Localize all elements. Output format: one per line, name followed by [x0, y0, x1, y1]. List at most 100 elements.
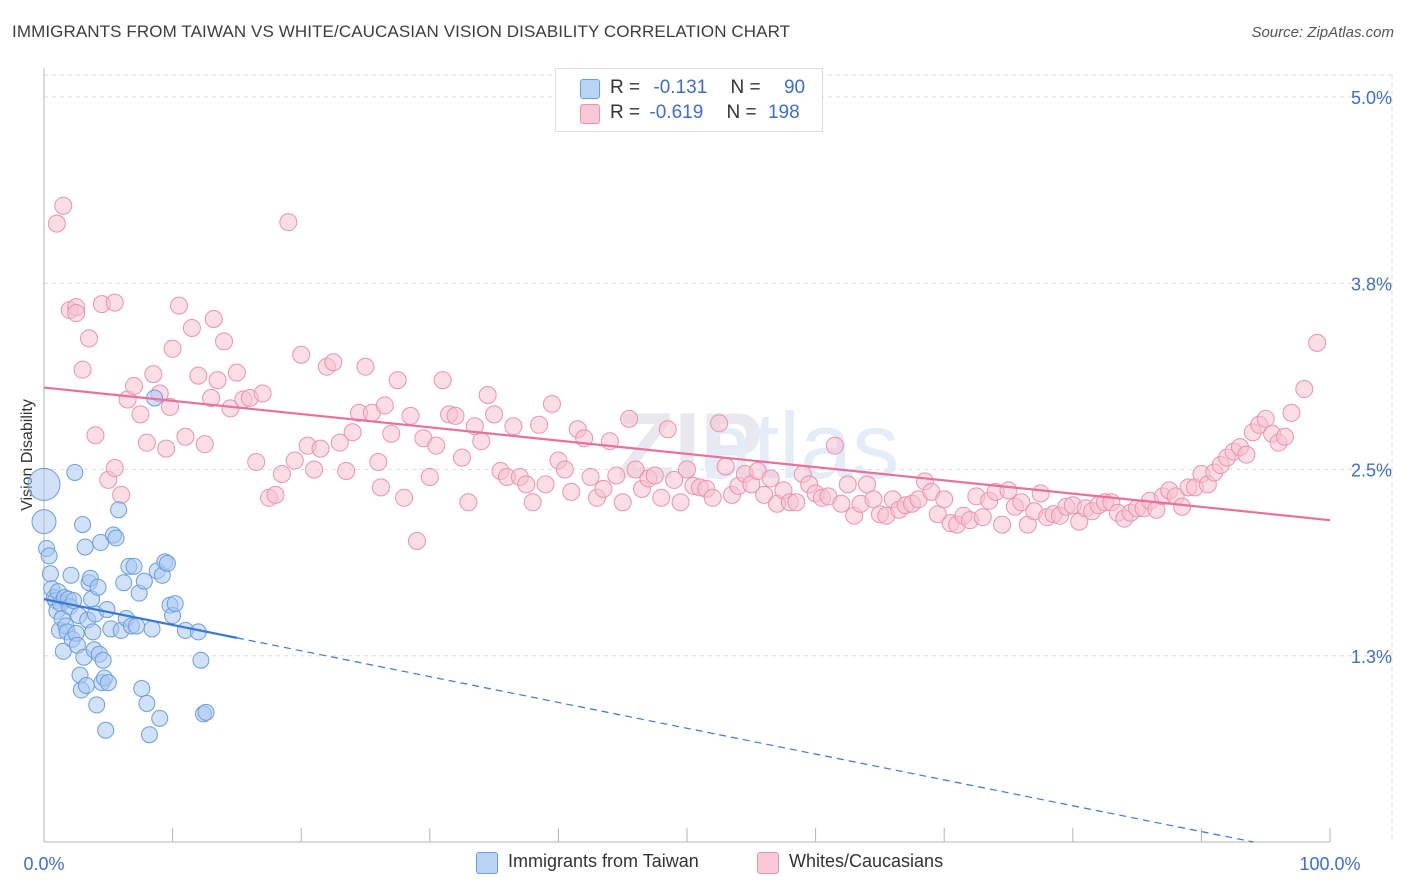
legend-label-whites: Whites/Caucasians	[789, 851, 944, 871]
taiwan-data-point	[158, 554, 176, 572]
taiwan-data-point	[84, 623, 102, 641]
whites-data-point	[864, 490, 883, 509]
whites-swatch	[757, 852, 779, 874]
whites-data-point	[787, 493, 806, 512]
whites-data-point	[105, 293, 124, 312]
whites-data-point	[80, 329, 99, 348]
whites-data-point	[157, 439, 176, 458]
whites-data-point	[973, 508, 992, 527]
whites-data-point	[163, 339, 182, 358]
whites-data-point	[755, 485, 774, 504]
whites-data-point	[485, 405, 504, 424]
whites-data-point	[388, 371, 407, 390]
whites-data-point	[542, 394, 561, 413]
whites-data-point	[472, 432, 491, 451]
correlation-legend: R = -0.131 N = 90 R = -0.619 N = 198	[555, 68, 823, 132]
whites-data-point	[1256, 409, 1275, 428]
whites-data-point	[935, 490, 954, 509]
whites-data-point	[832, 494, 851, 513]
r-value: -0.131	[653, 77, 708, 98]
n-label: N =	[726, 102, 757, 123]
taiwan-data-point	[133, 680, 151, 698]
taiwan-data-point	[97, 721, 115, 739]
whites-data-point	[626, 460, 645, 479]
y-tick-label: 3.8%	[1351, 274, 1392, 294]
whites-data-point	[665, 470, 684, 489]
taiwan-data-point	[192, 651, 210, 669]
whites-data-point	[530, 415, 549, 434]
taiwan-data-point	[143, 620, 161, 638]
whites-data-point	[279, 213, 298, 232]
taiwan-data-point	[40, 547, 58, 565]
y-tick-label: 5.0%	[1351, 88, 1392, 108]
whites-data-point	[427, 436, 446, 455]
r-label: R =	[610, 102, 641, 123]
whites-data-point	[195, 435, 214, 454]
taiwan-data-point	[66, 463, 84, 481]
whites-data-point	[838, 475, 857, 494]
whites-data-point	[131, 405, 150, 424]
axes	[43, 68, 1331, 843]
taiwan-points	[27, 389, 215, 744]
whites-data-point	[161, 397, 180, 416]
whites-data-point	[170, 296, 189, 315]
taiwan-data-point	[125, 557, 143, 575]
whites-data-point	[607, 466, 626, 485]
whites-data-point	[253, 384, 272, 403]
taiwan-data-point	[135, 572, 153, 590]
whites-data-point	[523, 493, 542, 512]
whites-data-point	[459, 493, 478, 512]
whites-data-point	[1295, 380, 1314, 399]
whites-data-point	[137, 433, 156, 452]
whites-data-point	[144, 365, 163, 384]
whites-data-point	[1237, 445, 1256, 464]
x-tick-label: 100.0%	[1299, 854, 1360, 874]
chart-title: IMMIGRANTS FROM TAIWAN VS WHITE/CAUCASIA…	[12, 22, 791, 41]
taiwan-data-point	[115, 574, 133, 592]
taiwan-data-point	[54, 642, 72, 660]
whites-data-point	[620, 409, 639, 428]
taiwan-data-point	[27, 467, 61, 501]
whites-data-point	[420, 467, 439, 486]
whites-data-point	[343, 423, 362, 442]
whites-data-point	[189, 366, 208, 385]
whites-data-point	[645, 466, 664, 485]
taiwan-data-point	[88, 696, 106, 714]
taiwan-trend-extension	[236, 637, 1254, 843]
n-value: 198	[767, 102, 800, 123]
whites-data-point	[375, 396, 394, 415]
whites-data-point	[382, 424, 401, 443]
whites-data-point	[581, 467, 600, 486]
source-credit: Source: ZipAtlas.com	[1251, 24, 1394, 41]
whites-data-point	[928, 505, 947, 524]
whites-data-point	[993, 515, 1012, 534]
n-label: N =	[730, 77, 761, 98]
whites-data-point	[311, 439, 330, 458]
taiwan-data-point	[197, 703, 215, 721]
taiwan-swatch	[580, 79, 600, 99]
series-legend: Immigrants from Taiwan Whites/Caucasians	[0, 850, 1406, 880]
x-tick-label: 0.0%	[23, 854, 64, 874]
whites-data-point	[73, 360, 92, 379]
r-value: -0.619	[649, 102, 704, 123]
whites-data-point	[1275, 427, 1294, 446]
r-label: R =	[610, 77, 641, 98]
whites-data-point	[86, 426, 105, 445]
whites-data-point	[671, 493, 690, 512]
taiwan-data-point	[62, 566, 80, 584]
whites-data-point	[504, 417, 523, 436]
whites-data-point	[54, 196, 73, 215]
whites-data-point	[176, 427, 195, 446]
whites-data-point	[1031, 484, 1050, 503]
whites-data-point	[536, 475, 555, 494]
whites-data-point	[125, 377, 144, 396]
taiwan-data-point	[74, 516, 92, 534]
whites-data-point	[369, 453, 388, 472]
whites-data-point	[202, 388, 221, 407]
whites-data-point	[330, 433, 349, 452]
taiwan-data-point	[41, 565, 59, 583]
whites-data-point	[858, 475, 877, 494]
y-tick-label: 2.5%	[1351, 461, 1392, 481]
whites-data-point	[825, 436, 844, 455]
